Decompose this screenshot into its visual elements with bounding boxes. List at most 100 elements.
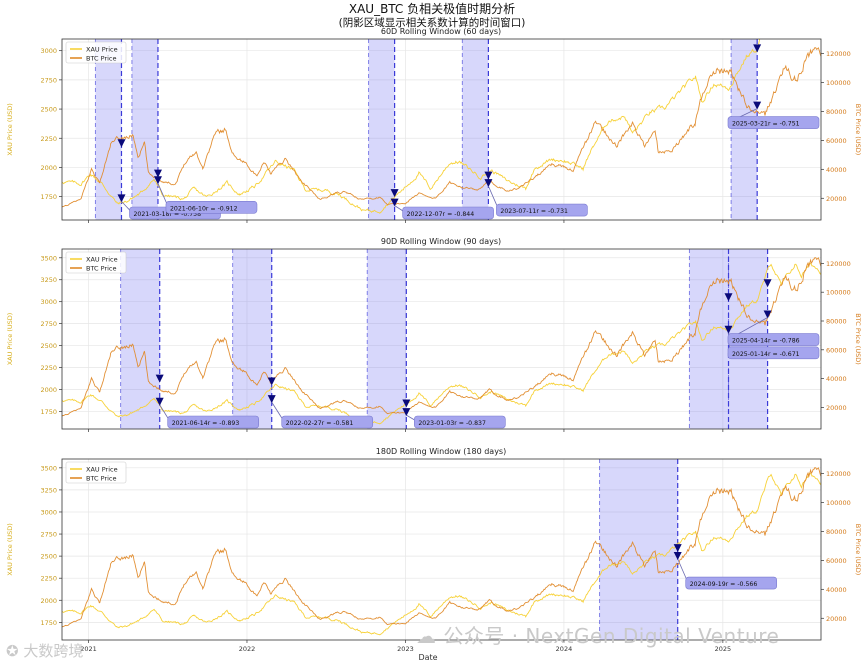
series-line-btc [62, 47, 821, 208]
event-marker-btc [484, 179, 493, 188]
window-shade [689, 249, 729, 429]
window-shade [95, 39, 122, 220]
event-marker-xau [390, 189, 399, 198]
window-shade [462, 39, 489, 220]
annotation-box [167, 415, 259, 429]
gridlines [62, 39, 821, 220]
event-marker-btc [117, 139, 126, 148]
event-marker-xau [724, 325, 733, 334]
y-axis-left: 1750 2000 2250 2500 2750 3000 [40, 47, 62, 201]
annotation-box [414, 415, 506, 429]
annotation-box [685, 576, 778, 590]
annotation-label: 2024-09-19r = -0.566 [690, 581, 758, 588]
annotation-box [496, 203, 588, 217]
series-lines [62, 257, 821, 425]
y-tick-label-right: 80000 [826, 528, 847, 536]
y-axis-label-left: XAU Price (USD) [6, 103, 14, 156]
annotation-box [727, 116, 820, 129]
event-marker-xau [153, 176, 162, 185]
annotation-box [727, 346, 820, 360]
y-tick-label-right: 100000 [826, 289, 851, 297]
y-tick-label-right: 40000 [826, 166, 847, 174]
annotation-label: 2025-03-21r = -0.751 [732, 121, 800, 128]
series-lines [62, 39, 821, 214]
y-tick-label-right: 120000 [826, 470, 851, 478]
y-tick-label-left: 3000 [40, 47, 57, 55]
x-tick-label: 2024 [556, 645, 573, 653]
event-marker-xau [117, 194, 126, 203]
watermark-left-icon: ✪ [6, 642, 19, 660]
y-tick-label-right: 40000 [826, 586, 847, 594]
figure-title: XAU_BTC 负相关极值时期分析 [349, 1, 515, 16]
y-tick-label-right: 40000 [826, 375, 847, 383]
event-marker-btc [390, 198, 399, 207]
y-axis-label-left: XAU Price (USD) [6, 313, 14, 366]
window-shade [731, 39, 758, 220]
x-tick-label: 2022 [239, 645, 256, 653]
series-lines [62, 467, 821, 636]
event-marker-xau [267, 395, 276, 404]
event-marker-btc [673, 552, 682, 561]
panel-title: 60D Rolling Window (60 days) [381, 27, 501, 36]
y-tick-label-left: 1750 [40, 193, 57, 201]
event-marker-btc [753, 101, 762, 110]
window-shade [232, 249, 272, 429]
y-tick-label-left: 3500 [40, 254, 57, 262]
y-tick-label-left: 3000 [40, 298, 57, 306]
y-tick-label-left: 2250 [40, 364, 57, 372]
shaded-windows [599, 459, 679, 640]
annotation-label: 2021-06-10r = -0.912 [170, 205, 238, 212]
y-tick-label-right: 80000 [826, 318, 847, 326]
y-tick-label-left: 2500 [40, 106, 57, 114]
annotation-label: 2022-12-07r = -0.844 [407, 211, 475, 218]
annotation-box [165, 200, 258, 214]
event-marker-xau [753, 44, 762, 53]
series-line-btc [62, 467, 821, 628]
watermark-left: ✪ 大数跨境 [6, 640, 83, 661]
event-marker-xau [763, 279, 772, 288]
event-marker-xau [155, 397, 164, 406]
annotation-box [727, 333, 820, 346]
y-tick-label-left: 2250 [40, 575, 57, 583]
y-tick-label-left: 2750 [40, 76, 57, 84]
plot-frame [61, 458, 822, 641]
window-shade [368, 39, 395, 220]
series-line-xau [62, 262, 821, 425]
event-marker-btc [724, 293, 733, 302]
y-tick-label-right: 120000 [826, 260, 851, 268]
legend-label: XAU Price [86, 466, 118, 474]
watermark-left-text: 大数跨境 [23, 642, 84, 660]
panel-title: 180D Rolling Window (180 days) [376, 447, 506, 456]
y-tick-label-right: 60000 [826, 346, 847, 354]
plot-frame [61, 38, 822, 221]
y-tick-label-left: 2500 [40, 553, 57, 561]
legend-label: BTC Price [86, 475, 117, 483]
wechat-icon: ☁ [416, 624, 437, 648]
y-tick-label-left: 3000 [40, 508, 57, 516]
watermark-right-text: 公众号 · NextGen Digital Venture [443, 624, 780, 648]
gridlines [62, 459, 821, 640]
window-shade [367, 249, 407, 429]
y-tick-label-left: 2750 [40, 320, 57, 328]
y-axis-left: 1750 2000 2250 2500 2750 3000 3250 3500 [40, 464, 62, 627]
event-marker-btc [267, 377, 276, 386]
y-axis-label-right: BTC Price (USD) [854, 313, 862, 365]
y-tick-label-left: 2000 [40, 164, 57, 172]
window-shade [131, 39, 158, 220]
annotation-label: 2023-07-11r = -0.731 [500, 208, 568, 215]
event-marker-xau [402, 399, 411, 408]
panel-3: 180D Rolling Window (180 days) 2024-09-19… [6, 447, 862, 653]
plot-area [62, 459, 821, 640]
y-tick-label-right: 100000 [826, 499, 851, 507]
x-tick-label: 2025 [715, 645, 732, 653]
y-axis-label-right: BTC Price (USD) [854, 524, 862, 576]
annotation-label: 2022-02-27r = -0.581 [286, 420, 354, 427]
x-axis: 2021 2022 2023 2024 2025 [80, 640, 731, 653]
event-marker-btc [155, 374, 164, 383]
watermark-right: ☁ 公众号 · NextGen Digital Venture [416, 620, 779, 649]
y-tick-label-left: 2000 [40, 386, 57, 394]
